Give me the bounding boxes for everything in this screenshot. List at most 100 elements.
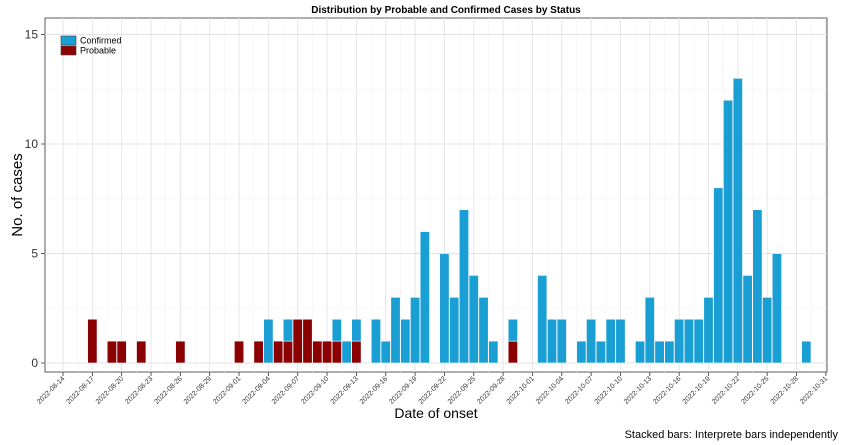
bar-confirmed-2022-10-12 [635, 340, 646, 364]
bar-confirmed-2022-10-29 [801, 340, 812, 364]
bar-probable-2022-09-10 [322, 340, 333, 364]
chart-caption: Stacked bars: Interprete bars independen… [625, 429, 839, 441]
x-tick-label: 2022-09-04 [242, 375, 272, 405]
y-tick-label: 0 [31, 356, 38, 370]
x-tick-label: 2022-09-07 [271, 375, 301, 405]
bar-confirmed-2022-10-19 [703, 296, 714, 364]
bar-probable-2022-09-09 [312, 340, 323, 364]
bar-probable-2022-09-11 [331, 340, 342, 364]
x-tick-label: 2022-09-19 [388, 375, 418, 405]
bar-confirmed-2022-09-27 [488, 340, 499, 364]
x-tick-label: 2022-09-25 [447, 375, 477, 405]
bar-probable-2022-08-26 [175, 340, 186, 364]
plot-panel [44, 17, 828, 373]
x-tick-label: 2022-08-29 [183, 375, 213, 405]
bar-probable-2022-08-19 [106, 340, 117, 364]
bar-confirmed-2022-09-29 [507, 318, 518, 342]
y-tick-label: 15 [25, 28, 39, 42]
bar-confirmed-2022-09-06 [282, 318, 293, 342]
x-tick-label: 2022-10-13 [623, 375, 653, 405]
bar-confirmed-2022-09-24 [458, 209, 469, 364]
bar-confirmed-2022-10-08 [595, 340, 606, 364]
bar-confirmed-2022-09-15 [370, 318, 381, 364]
legend-label-confirmed: Confirmed [80, 36, 122, 46]
bar-confirmed-2022-10-26 [771, 253, 782, 364]
x-tick-label: 2022-10-31 [799, 375, 829, 405]
bar-confirmed-2022-09-22 [439, 253, 450, 364]
bar-confirmed-2022-10-03 [546, 318, 557, 364]
bar-confirmed-2022-10-14 [654, 340, 665, 364]
x-tick-label: 2022-10-28 [770, 375, 800, 405]
x-tick-label: 2022-10-16 [652, 375, 682, 405]
x-tick-label: 2022-08-14 [36, 375, 66, 405]
bar-confirmed-2022-09-16 [380, 340, 391, 364]
y-axis-label: No. of cases [9, 153, 26, 236]
x-tick-label: 2022-08-17 [65, 375, 95, 405]
x-tick-label: 2022-08-26 [154, 375, 184, 405]
bar-confirmed-2022-10-06 [576, 340, 587, 364]
bar-probable-2022-09-01 [234, 340, 245, 364]
bar-confirmed-2022-10-25 [762, 296, 773, 364]
y-tick-label: 5 [31, 247, 38, 261]
bar-confirmed-2022-10-04 [556, 318, 567, 364]
bar-confirmed-2022-09-13 [351, 318, 362, 342]
bar-probable-2022-09-13 [351, 340, 362, 364]
bar-probable-2022-08-20 [116, 340, 127, 364]
bar-confirmed-2022-09-11 [331, 318, 342, 342]
bar-probable-2022-09-05 [273, 340, 284, 364]
bar-probable-2022-09-03 [253, 340, 264, 364]
x-tick-label: 2022-10-10 [594, 375, 624, 405]
bar-confirmed-2022-10-07 [586, 318, 597, 364]
bar-confirmed-2022-10-15 [664, 340, 675, 364]
x-tick-label: 2022-08-20 [95, 375, 125, 405]
bar-confirmed-2022-10-09 [605, 318, 616, 364]
bar-probable-2022-09-29 [507, 340, 518, 364]
x-tick-label: 2022-09-01 [212, 375, 242, 405]
legend-label-probable: Probable [80, 46, 116, 56]
bar-probable-2022-09-08 [302, 318, 313, 364]
x-tick-label: 2022-09-13 [330, 375, 360, 405]
bar-confirmed-2022-10-20 [713, 187, 724, 364]
x-tick-label: 2022-10-07 [564, 375, 594, 405]
y-tick-label: 10 [25, 137, 39, 151]
bar-confirmed-2022-09-04 [263, 318, 274, 364]
bar-confirmed-2022-10-22 [732, 78, 743, 364]
bar-confirmed-2022-10-23 [742, 275, 753, 364]
bar-probable-2022-09-07 [292, 318, 303, 364]
chart-title: Distribution by Probable and Confirmed C… [311, 5, 581, 16]
x-axis-label: Date of onset [394, 405, 477, 421]
x-tick-label: 2022-09-22 [418, 375, 448, 405]
bar-confirmed-2022-10-17 [683, 318, 694, 364]
bar-confirmed-2022-09-18 [400, 318, 411, 364]
bar-confirmed-2022-09-26 [478, 296, 489, 364]
x-tick-label: 2022-08-23 [124, 375, 154, 405]
bar-confirmed-2022-09-12 [341, 340, 352, 364]
legend-swatch-probable [60, 45, 77, 56]
x-tick-label: 2022-10-19 [682, 375, 712, 405]
bar-confirmed-2022-09-25 [468, 275, 479, 364]
x-tick-label: 2022-09-28 [476, 375, 506, 405]
bar-confirmed-2022-09-20 [419, 231, 430, 364]
bars-layer [87, 78, 812, 364]
bar-probable-2022-08-22 [136, 340, 147, 364]
bar-confirmed-2022-10-24 [752, 209, 763, 364]
bar-probable-2022-08-17 [87, 318, 98, 364]
bar-confirmed-2022-10-13 [644, 296, 655, 364]
legend: Confirmed Probable [60, 35, 122, 56]
bar-confirmed-2022-10-18 [693, 318, 704, 364]
bar-confirmed-2022-10-21 [723, 99, 734, 364]
x-tick-label: 2022-10-25 [740, 375, 770, 405]
bar-confirmed-2022-09-23 [449, 296, 460, 364]
x-tick-label: 2022-09-10 [300, 375, 330, 405]
x-tick-label: 2022-09-16 [359, 375, 389, 405]
bar-probable-2022-09-06 [282, 340, 293, 364]
x-tick-label: 2022-10-04 [535, 375, 565, 405]
legend-swatch-confirmed [60, 35, 77, 46]
bar-confirmed-2022-10-02 [537, 275, 548, 364]
x-tick-label: 2022-10-22 [711, 375, 741, 405]
bar-confirmed-2022-09-17 [390, 296, 401, 364]
bar-confirmed-2022-10-16 [674, 318, 685, 364]
x-tick-label: 2022-10-01 [506, 375, 536, 405]
